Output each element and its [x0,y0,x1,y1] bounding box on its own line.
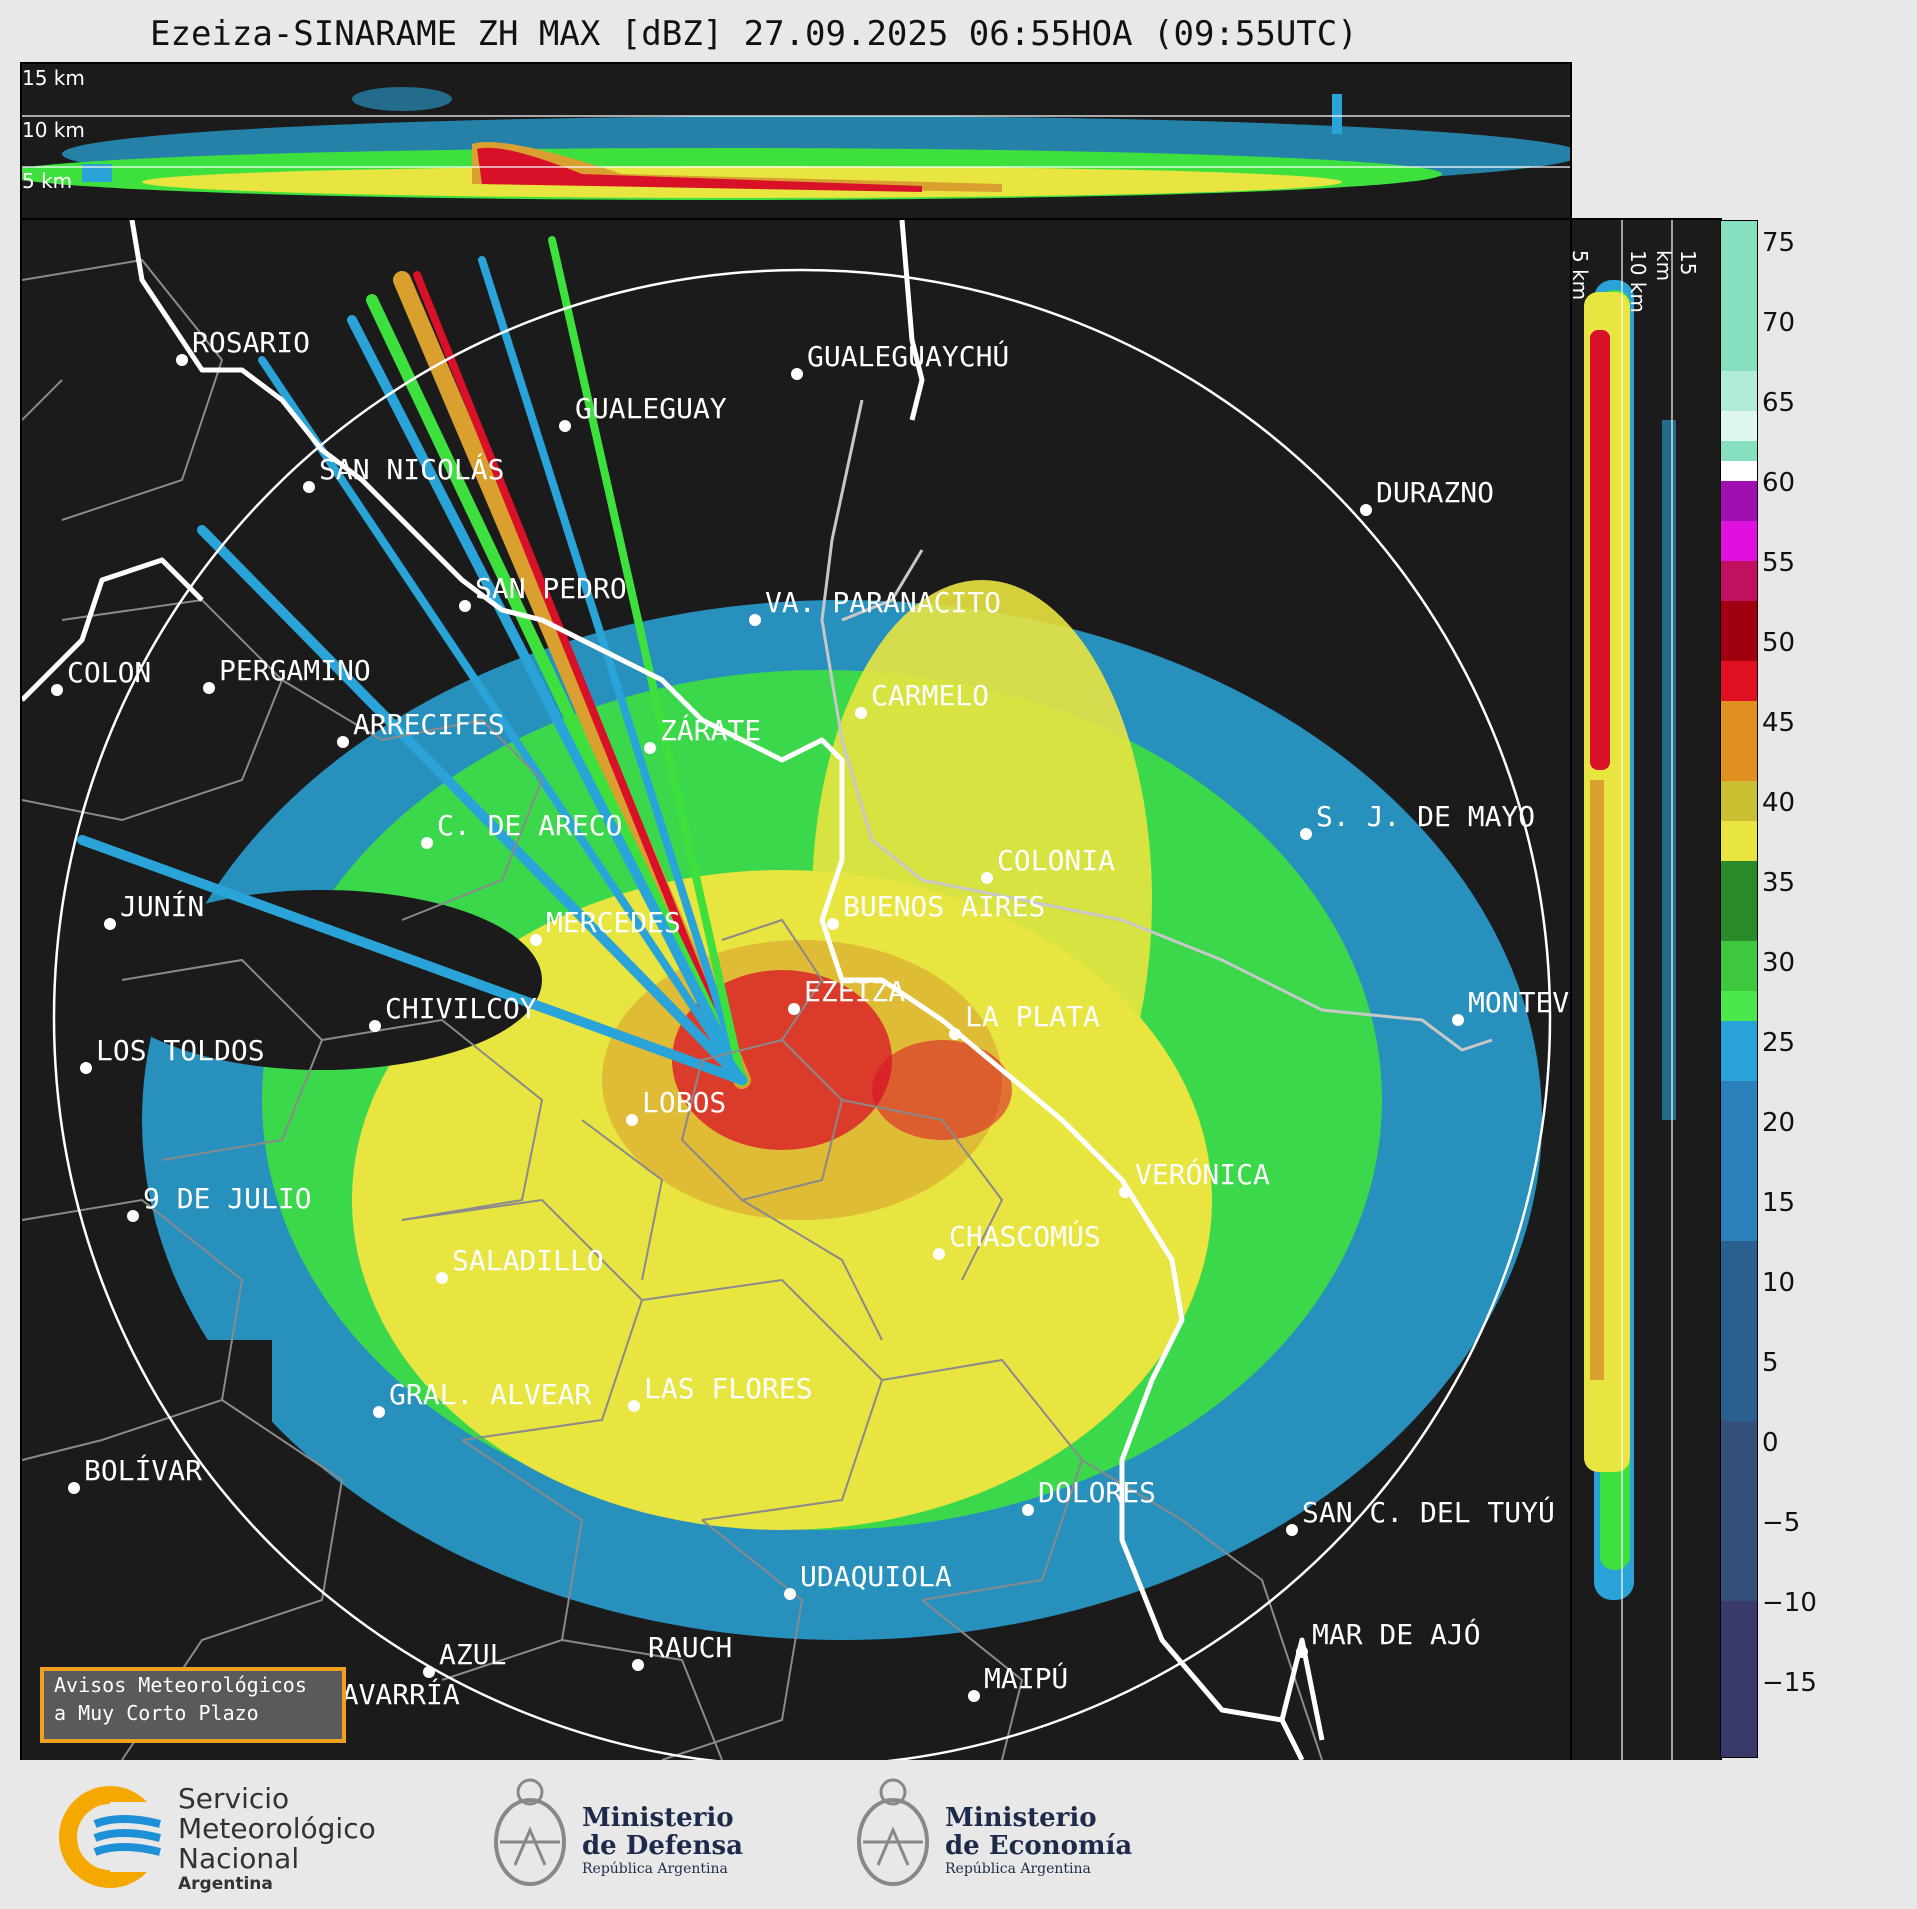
smn-line-3: Nacional [178,1842,300,1875]
city-label: MERCEDES [546,906,681,939]
city-label: DURAZNO [1376,476,1494,509]
economia-seal-icon [857,1778,929,1886]
alt-label-10km: 10 km [22,118,85,142]
city-label: GUALEGUAY [575,392,727,425]
city-label: LA PLATA [965,1000,1100,1033]
cb-tick-65: 65 [1762,388,1796,418]
cb-tick-minus5: −5 [1762,1508,1801,1538]
radar-map-svg: ROSARIO GUALEGUAYCHÚ GUALEGUAY SAN NICOL… [22,220,1569,1760]
city-label: CHASCOMÚS [949,1219,1101,1253]
city-label: CARMELO [871,679,989,712]
defensa-logo-text: Ministerio de Defensa República Argentin… [582,1804,743,1878]
city-label: GRAL. ALVEAR [389,1378,591,1411]
uruguay-border [820,399,1493,1052]
city-label: S. J. DE MAYO [1316,800,1535,833]
alt-label-10km: 10 km [1626,250,1650,313]
cb-tick-75: 75 [1762,228,1796,258]
alt-label-5km: 5 km [22,169,73,193]
smn-line-1: Servicio [178,1782,290,1815]
economia-line-1: Ministerio [945,1803,1097,1833]
defensa-line-1: Ministerio [582,1803,734,1833]
city-label: GUALEGUAYCHÚ [807,339,1009,373]
city-labels: ROSARIO GUALEGUAYCHÚ GUALEGUAY SAN NICOL… [67,326,1569,1711]
cb-tick-5: 5 [1762,1348,1779,1378]
city-label: COLON [67,656,151,689]
city-label: COLONIA [997,844,1115,877]
city-label: MAR DE AJÓ [1312,1617,1481,1651]
precipitation-field [22,580,1542,1760]
city-label: JUNÍN [120,889,204,923]
city-label: ROSARIO [192,326,310,359]
city-label: RAUCH [648,1631,732,1664]
cb-tick-10: 10 [1762,1268,1796,1298]
city-label: VA. PARANACITO [765,586,1001,619]
cb-tick-50: 50 [1762,628,1796,658]
side-cross-section [1584,220,1676,1760]
city-label: CHIVILCOY [385,992,537,1025]
alt-label-5km: 5 km [1568,250,1592,301]
cb-tick-35: 35 [1762,868,1796,898]
alert-line-1: Avisos Meteorológicos [54,1673,307,1697]
city-label: AZUL [439,1638,506,1671]
smn-logo-text: Servicio Meteorológico Nacional Argentin… [178,1782,376,1895]
defensa-line-2: de Defensa [582,1831,743,1861]
colorbar [1720,220,1758,1758]
cb-tick-minus10: −10 [1762,1588,1817,1618]
cb-tick-60: 60 [1762,468,1796,498]
radar-map[interactable]: ROSARIO GUALEGUAYCHÚ GUALEGUAY SAN NICOL… [20,218,1572,1762]
smn-line-4: Argentina [178,1874,273,1894]
city-label: BUENOS AIRES [843,890,1045,923]
city-label: 9 DE JULIO [143,1182,312,1215]
economia-line-3: República Argentina [945,1861,1091,1877]
city-markers [51,354,1464,1718]
defensa-seal-icon [494,1778,566,1886]
cb-tick-45: 45 [1762,708,1796,738]
alert-link-button[interactable]: Avisos Meteorológicos a Muy Corto Plazo [40,1667,346,1743]
cb-tick-25: 25 [1762,1028,1796,1058]
city-label: SAN NICOLÁS [319,452,504,486]
cb-tick-30: 30 [1762,948,1796,978]
cb-tick-minus15: −15 [1762,1668,1817,1698]
cb-tick-0: 0 [1762,1428,1779,1458]
city-label: BOLÍVAR [84,1453,202,1487]
cb-tick-15: 15 [1762,1188,1796,1218]
economia-logo-text: Ministerio de Economía República Argenti… [945,1804,1132,1878]
city-label: EZEIZA [804,975,905,1008]
city-label: LAS FLORES [644,1372,813,1405]
alert-line-2: a Muy Corto Plazo [54,1701,259,1725]
city-label: MONTEV [1468,986,1569,1019]
cb-tick-40: 40 [1762,788,1796,818]
top-cross-section [2,87,1582,200]
city-label: DOLORES [1038,1476,1156,1509]
economia-line-2: de Economía [945,1831,1133,1861]
cb-tick-70: 70 [1762,308,1796,338]
smn-line-2: Meteorológico [178,1812,376,1845]
city-label: ZÁRATE [660,713,761,747]
page-title: Ezeiza-SINARAME ZH MAX [dBZ] 27.09.2025 … [150,14,1358,54]
cb-tick-20: 20 [1762,1108,1796,1138]
city-label: SALADILLO [452,1244,604,1277]
city-label: LOBOS [642,1086,726,1119]
top-cross-section-panel: 15 km 10 km 5 km [2,62,1582,222]
side-cross-section-panel: 5 km 10 km 15 km [1568,218,1722,1762]
defensa-line-3: República Argentina [582,1861,728,1877]
smn-logo-icon [59,1786,170,1888]
city-label: SAN C. DEL TUYÚ [1302,1495,1555,1529]
colorbar-svg [1721,221,1757,1757]
city-label: ARRECIFES [353,708,505,741]
city-label: SAN PEDRO [475,572,627,605]
city-label: C. DE ARECO [437,809,622,842]
radial-spokes [77,236,751,1089]
range-ring [52,268,1552,1760]
cb-tick-55: 55 [1762,548,1796,578]
city-label: PERGAMINO [219,654,371,687]
city-label: UDAQUIOLA [800,1560,952,1593]
city-label: VERÓNICA [1135,1157,1270,1191]
footer: Servicio Meteorológico Nacional Argentin… [0,1760,1917,1909]
city-label: MAIPÚ [984,1661,1068,1695]
alt-label-15km: 15 km [22,66,85,90]
coastline [22,220,1325,1760]
city-label: LOS TOLDOS [96,1034,265,1067]
alt-label-15km: 15 km [1652,250,1700,282]
